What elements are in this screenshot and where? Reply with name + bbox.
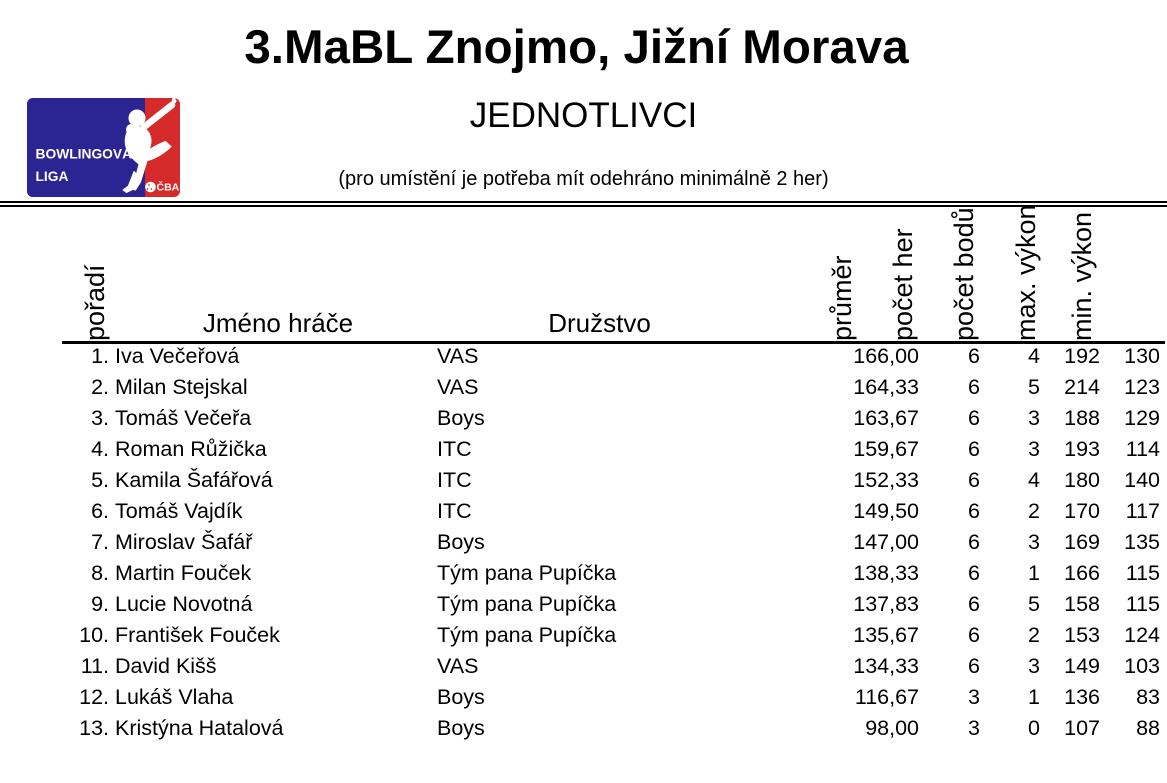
svg-text:BOWLINGOVÁ: BOWLINGOVÁ bbox=[36, 145, 133, 161]
svg-text:ČBA: ČBA bbox=[157, 181, 180, 194]
svg-text:LIGA: LIGA bbox=[36, 169, 69, 184]
